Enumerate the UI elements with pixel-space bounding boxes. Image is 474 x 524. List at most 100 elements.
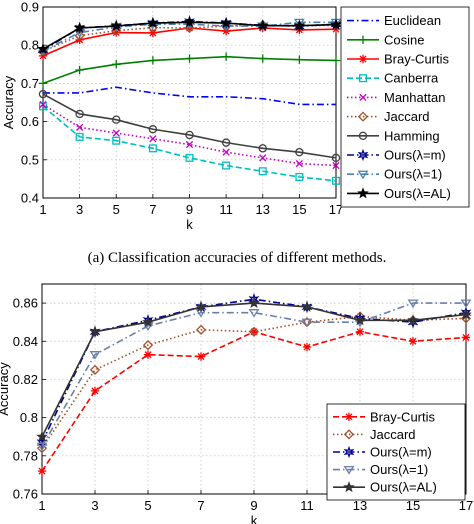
chart-a-data-point [221, 138, 231, 147]
chart-b-data-point [37, 466, 47, 476]
chart-a-data-point [220, 16, 232, 28]
chart-b-data-point [143, 350, 153, 359]
chart-a-data-point [148, 28, 158, 38]
chart-a-data-point [332, 161, 340, 170]
chart-a-y-tick-label: 0.8 [21, 38, 39, 53]
chart-b-x-tick-label: 1 [38, 498, 45, 513]
chart-a-data-point [331, 56, 341, 65]
chart-a-data-point [258, 167, 267, 176]
chart-b-data-point [248, 309, 260, 318]
chart-a-data-point [75, 65, 84, 75]
chart-a-legend-marker [358, 74, 368, 83]
chart-b: 1 3 5 7 9 11 13 15 170.760.780.80.820.840.86kAcc… [0, 283, 473, 524]
chart-a-legend-label: Ours(λ=m) [384, 148, 446, 163]
chart-a-series-3 [38, 102, 341, 185]
chart-a-x-tick-label: 7 [149, 202, 156, 217]
chart-b-series-line [41, 315, 467, 449]
chart-b-legend-label: Bray-Curtis [370, 409, 436, 424]
chart-b-data-point [90, 386, 100, 396]
chart-b-y-tick-label: 0.86 [13, 296, 38, 311]
chart-b-data-point [196, 352, 206, 361]
chart-a-y-tick-label: 0.5 [21, 152, 39, 167]
chart-b-y-tick-label: 0.76 [13, 487, 38, 502]
chart-a-data-point [112, 115, 121, 124]
chart-b-data-point [89, 351, 101, 360]
chart-a-data-point [183, 16, 196, 28]
chart-a-legend-marker [358, 35, 368, 44]
chart-b-y-tick-label: 0.82 [13, 372, 38, 387]
chart-b-data-point [248, 326, 260, 337]
chart-a-series-4 [39, 100, 340, 170]
chart-b-data-point [354, 314, 366, 326]
chart-b-data-point [195, 300, 207, 312]
chart-a-series-6 [38, 89, 341, 163]
chart-b-x-tick-label: 13 [353, 498, 367, 513]
chart-a-data-point [185, 130, 194, 140]
chart-b-legend-marker [343, 481, 355, 493]
chart-b-data-point [460, 299, 472, 309]
chart-b-data-point [142, 339, 154, 351]
chart-a-data-point [75, 132, 84, 141]
chart-a-legend-label: Ours(λ=1) [384, 167, 442, 182]
chart-b-data-point [355, 327, 365, 336]
chart-a-series-line [42, 105, 337, 182]
chart-a-data-point [330, 18, 342, 30]
chart-b-y-axis-label: Accuracy [0, 362, 11, 416]
chart-a-data-point [73, 21, 86, 33]
chart-b-data-point [460, 308, 472, 320]
chart-b-series-3 [36, 299, 472, 452]
chart-a-series-0 [43, 86, 336, 106]
chart-a-data-point [38, 79, 48, 88]
chart-b-data-point [195, 309, 207, 318]
chart-a-data-point [185, 140, 194, 149]
chart-a-legend-marker [358, 54, 368, 64]
chart-b-x-tick-label: 17 [459, 498, 473, 513]
chart-a-legend-marker [359, 93, 367, 102]
chart-b-y-tick-label: 0.84 [13, 334, 38, 349]
chart-a-legend-marker [357, 187, 369, 199]
chart-a-data-point [293, 19, 306, 31]
chart-a-data-point [110, 20, 123, 32]
chart-a-x-tick-label: 3 [76, 202, 83, 217]
chart-a: 1 3 5 7 9 11 13 15 170.40.50.60.70.80.9kAccuracy… [1, 0, 470, 232]
chart-a-data-point [259, 154, 267, 162]
chart-a-series-line [42, 93, 337, 159]
chart-a-legend-marker [357, 111, 369, 122]
chart-a-data-point [222, 148, 230, 156]
chart-a-data-point [147, 16, 159, 28]
chart-a-data-point [74, 21, 86, 35]
chart-a-y-tick-label: 0.7 [21, 76, 39, 91]
chart-b-x-tick-label: 9 [250, 498, 257, 513]
chart-a-legend-marker [358, 131, 368, 141]
chart-a-data-point [112, 60, 121, 69]
chart-b-data-point [408, 337, 418, 346]
chart-b-data-point [302, 342, 312, 352]
chart-a-data-point [38, 102, 48, 111]
chart-a-data-point [221, 52, 231, 61]
chart-b-series-4 [36, 297, 472, 442]
chart-a-data-point [295, 160, 303, 168]
chart-a-data-point [112, 136, 121, 145]
chart-b-x-tick-label: 15 [406, 498, 420, 513]
chart-b-data-point [248, 297, 260, 309]
chart-b-x-axis-label: k [251, 513, 258, 524]
chart-a-series-line [42, 24, 337, 53]
chart-a-data-point [222, 161, 231, 170]
chart-b-data-point [89, 364, 101, 376]
chart-a-data-point [184, 15, 195, 28]
chart-a-y-tick-label: 0.4 [21, 191, 39, 206]
chart-a-series-9 [37, 16, 342, 54]
chart-a-data-point [148, 125, 158, 134]
chart-a-data-point [148, 144, 157, 153]
chart-a-data-point [331, 176, 341, 185]
chart-a-data-point [295, 172, 304, 182]
chart-a-legend-label: Cosine [384, 32, 424, 47]
chart-a-legend-marker [357, 148, 369, 162]
chart-b-data-point [195, 324, 207, 335]
chart-a-data-point [149, 135, 157, 143]
chart-a-series-line [43, 86, 336, 106]
chart-b-data-point [195, 300, 207, 314]
chart-b-x-tick-label: 7 [197, 498, 204, 513]
chart-a-series-1 [38, 52, 341, 88]
chart-a-x-tick-label: 5 [113, 202, 120, 217]
